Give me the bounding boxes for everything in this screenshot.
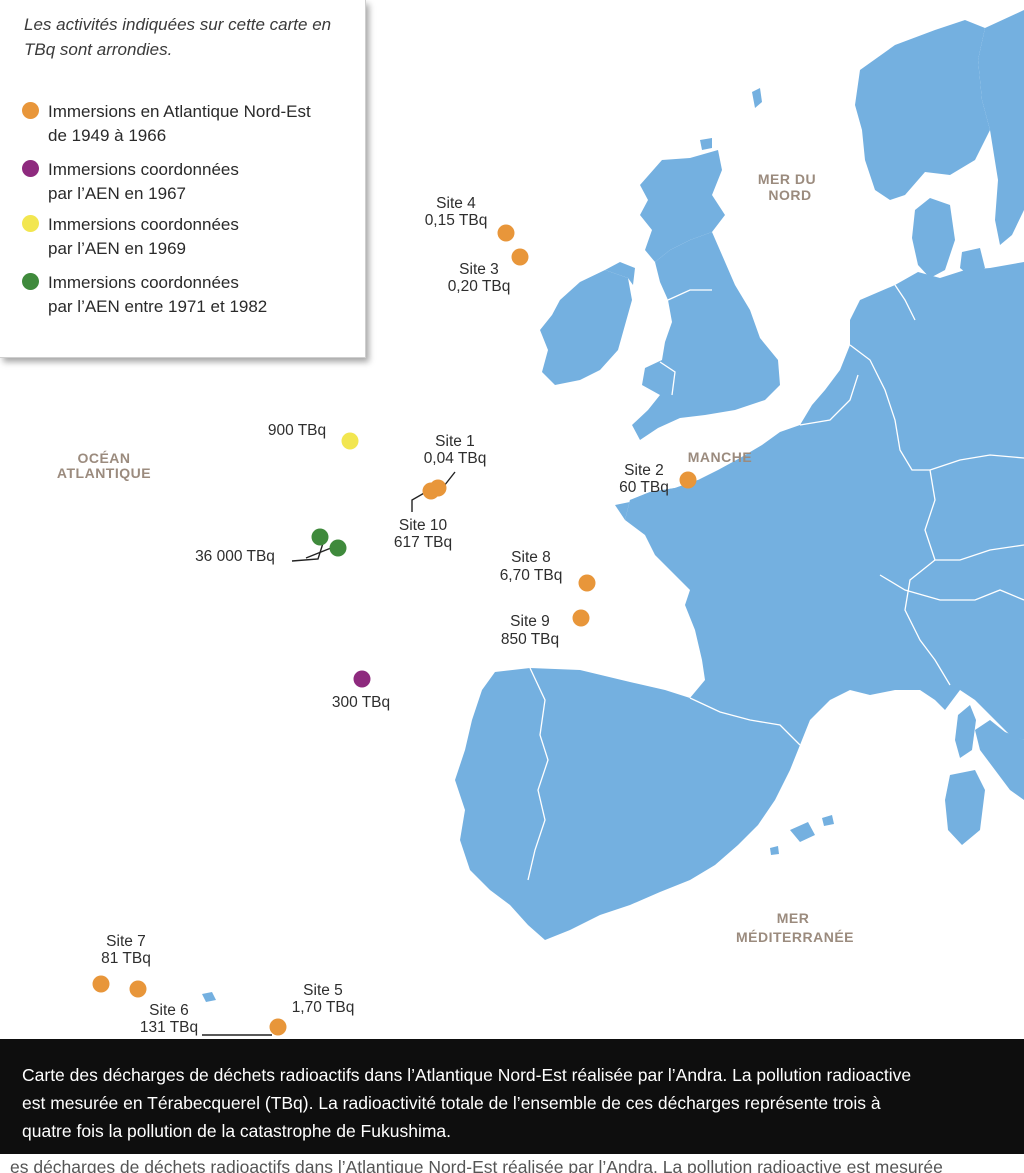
legend-text-aen1971: Immersions coordonnées par l’AEN entre 1… — [48, 271, 348, 319]
border-fr-es — [689, 697, 801, 746]
legend-note: Les activités indiquées sur cette carte … — [24, 15, 332, 59]
border-fr-be-de — [849, 344, 930, 471]
border-de-dk — [894, 284, 916, 321]
site4-value: 0,15 TBq — [425, 212, 488, 229]
land-brittany — [615, 480, 698, 520]
aen1971-marker-b[interactable] — [329, 539, 347, 557]
aen1967-marker[interactable] — [353, 670, 371, 688]
legend-text-aen1969-line1: Immersions coordonnées — [48, 215, 239, 234]
land-menorca — [822, 815, 834, 826]
border-scotland — [667, 289, 712, 301]
borders — [527, 284, 1024, 881]
ocean-label-line2: ATLANTIQUE — [57, 465, 151, 481]
land-orkney — [700, 138, 712, 150]
border-fr-it — [904, 559, 951, 686]
site2-name: Site 2 — [624, 462, 664, 479]
site4-name: Site 4 — [436, 195, 476, 212]
legend-text-atlantic-line1: Immersions en Atlantique Nord-Est — [48, 102, 311, 121]
land-corsica — [955, 705, 976, 758]
border-es-pt — [527, 667, 549, 881]
legend-dot-yellow — [22, 215, 39, 232]
border-wales — [659, 361, 676, 396]
land — [202, 10, 1024, 1002]
figure-caption: Carte des décharges de déchets radioacti… — [0, 1039, 1024, 1154]
site10-name: Site 10 — [399, 517, 448, 534]
site6-marker[interactable] — [129, 980, 147, 998]
site7-value: 81 TBq — [101, 950, 151, 967]
border-de-south — [929, 454, 1024, 471]
site3-value: 0,20 TBq — [448, 278, 511, 295]
site9-marker[interactable] — [572, 609, 590, 627]
leader-site10 — [411, 491, 427, 512]
site7-marker[interactable] — [92, 975, 110, 993]
land-ibiza — [770, 846, 779, 855]
land-england — [632, 232, 780, 440]
land-scotland — [640, 150, 725, 262]
site8-name: Site 8 — [511, 549, 551, 566]
legend-text-aen1967: Immersions coordonnées par l’AEN en 1967 — [48, 158, 348, 206]
site-labels: Site 4 0,15 TBq Site 3 0,20 TBq 900 TBq … — [101, 195, 669, 1036]
site2-marker[interactable] — [679, 471, 697, 489]
legend-dot-orange — [22, 102, 39, 119]
land-norway — [855, 20, 990, 200]
border-ch-it — [879, 574, 1024, 601]
north-sea-label-line1: MER DU — [758, 171, 816, 187]
legend-dot-green — [22, 273, 39, 290]
ocean-label-line1: OCÉAN — [77, 450, 130, 466]
site1-name: Site 1 — [435, 433, 475, 450]
site9-value: 850 TBq — [501, 631, 559, 648]
site1-value: 0,04 TBq — [424, 450, 487, 467]
legend-text-aen1969-line2: par l’AEN en 1969 — [48, 239, 186, 258]
legend-text-aen1971-line1: Immersions coordonnées — [48, 273, 239, 292]
site2-value: 60 TBq — [619, 479, 669, 496]
caption-repeat-text: es décharges de déchets radioactifs dans… — [10, 1157, 943, 1173]
site3-name: Site 3 — [459, 261, 499, 278]
med-sea-label-line1: MER — [777, 910, 810, 926]
legend-text-aen1969: Immersions coordonnées par l’AEN en 1969 — [48, 213, 348, 261]
north-sea-label-line2: NORD — [768, 187, 811, 203]
site6-name: Site 6 — [149, 1002, 189, 1019]
map: OCÉAN ATLANTIQUE MER DU NORD MANCHE MER … — [57, 10, 1024, 1036]
site5-value: 1,70 TBq — [292, 999, 355, 1016]
legend-text-aen1967-line2: par l’AEN en 1967 — [48, 184, 186, 203]
legend-text-aen1967-line1: Immersions coordonnées — [48, 160, 239, 179]
land-denmark — [912, 198, 955, 278]
site9-name: Site 9 — [510, 613, 550, 630]
site7-name: Site 7 — [106, 933, 146, 950]
land-mallorca — [790, 822, 815, 842]
site8-marker[interactable] — [578, 574, 596, 592]
border-be-nl — [799, 374, 859, 426]
land-madeira-islet — [202, 992, 216, 1002]
site10-value: 617 TBq — [394, 534, 452, 551]
land-shetland — [752, 88, 762, 108]
site10-marker[interactable] — [422, 482, 440, 500]
land-continent — [455, 262, 1024, 940]
site-markers — [92, 224, 697, 1036]
med-sea-label-line2: MÉDITERRANÉE — [736, 929, 854, 945]
caption-repeat-strip: es décharges de déchets radioactifs dans… — [0, 1154, 1024, 1173]
land-sardinia — [945, 770, 985, 845]
legend-text-atlantic: Immersions en Atlantique Nord-Est de 194… — [48, 100, 348, 148]
aen1971-value: 36 000 TBq — [195, 548, 275, 565]
site5-name: Site 5 — [303, 982, 343, 999]
aen1969-value: 900 TBq — [268, 422, 326, 439]
aen1967-value: 300 TBq — [332, 694, 390, 711]
land-italy — [975, 720, 1024, 800]
legend-text-atlantic-line2: de 1949 à 1966 — [48, 126, 167, 145]
land-ireland — [540, 270, 632, 385]
legend-text-aen1971-line2: par l’AEN entre 1971 et 1982 — [48, 297, 268, 316]
site8-value: 6,70 TBq — [500, 567, 563, 584]
leader-aen1971-a — [291, 539, 325, 562]
site3-marker[interactable] — [511, 248, 529, 266]
channel-label: MANCHE — [688, 449, 752, 465]
aen1971-marker-a[interactable] — [311, 528, 329, 546]
legend: Les activités indiquées sur cette carte … — [0, 0, 366, 358]
land-sweden — [978, 10, 1024, 245]
site4-marker[interactable] — [497, 224, 515, 242]
legend-dot-purple — [22, 160, 39, 177]
aen1969-marker[interactable] — [341, 432, 359, 450]
land-northern-ireland — [605, 262, 635, 285]
site6-value: 131 TBq — [140, 1019, 198, 1036]
site5-marker[interactable] — [269, 1018, 287, 1036]
